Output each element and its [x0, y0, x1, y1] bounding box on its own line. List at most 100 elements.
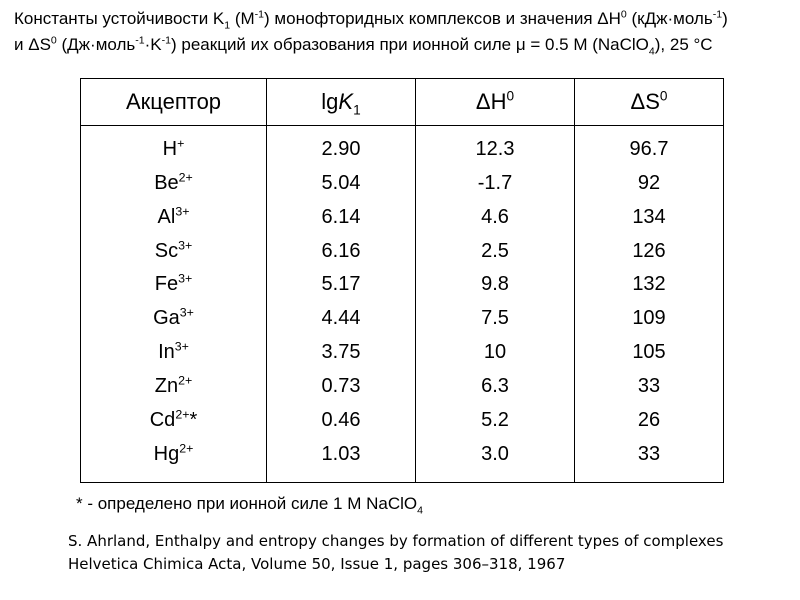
acceptor-cell: In3+ [80, 335, 267, 370]
lgk-cell: 0.73 [266, 369, 416, 404]
ion-charge: + [177, 135, 185, 150]
ion-charge: 2+ [179, 441, 194, 456]
lgk-cell: 5.04 [266, 166, 416, 201]
caption-sub: 4 [648, 45, 655, 58]
caption-text: ·K [144, 35, 162, 54]
header-dh: ΔH0 [415, 78, 575, 126]
caption-text: ), 25 °C [654, 35, 713, 54]
acceptor-cell: H+ [80, 125, 267, 167]
table-row: Zn2+ 0.73 6.3 33 [80, 369, 724, 404]
ion-charge: 3+ [178, 271, 193, 286]
caption-text: (кДж·моль [626, 9, 713, 28]
ds-cell: 33 [574, 369, 724, 404]
table-row: In3+ 3.75 10 105 [80, 335, 724, 370]
header-ds-base: ΔS [630, 89, 660, 114]
lgk-cell: 4.44 [266, 301, 416, 336]
ion-charge: 3+ [174, 339, 189, 354]
reference: S. Ahrland, Enthalpy and entropy changes… [68, 530, 723, 576]
header-lgk-base: lg [321, 89, 339, 114]
ion-symbol: Fe [154, 273, 179, 296]
acceptor-cell: Sc3+ [80, 234, 267, 268]
ion-symbol: Hg [153, 443, 180, 466]
caption-sup: -1 [254, 8, 265, 21]
header-ds-sup: 0 [659, 88, 668, 104]
caption-text: ) монофторидных комплексов и значения ΔH [264, 9, 621, 28]
acceptor-cell: Ga3+ [80, 301, 267, 336]
footnote: * - определено при ионной силе 1 M NaClO… [76, 494, 423, 516]
caption-sup: -1 [135, 34, 145, 47]
ion-symbol: In [158, 341, 175, 364]
reference-line-2: Helvetica Chimica Acta, Volume 50, Issue… [68, 555, 566, 573]
ion-symbol: Cd [149, 408, 176, 431]
ion-symbol: Sc [154, 239, 179, 262]
dh-cell: 2.5 [415, 234, 575, 268]
ion-symbol: Ga [153, 307, 180, 330]
acceptor-cell: Zn2+ [80, 369, 267, 404]
lgk-cell: 6.16 [266, 234, 416, 268]
caption-text: и ΔS [14, 35, 51, 54]
table-row: Sc3+ 6.16 2.5 126 [80, 234, 724, 268]
ds-cell: 126 [574, 234, 724, 268]
ion-charge: 3+ [179, 305, 194, 320]
lgk-cell: 0.46 [266, 403, 416, 438]
dh-cell: -1.7 [415, 166, 575, 201]
ds-cell: 26 [574, 403, 724, 438]
ds-cell: 92 [574, 166, 724, 201]
acceptor-cell: Fe3+ [80, 267, 267, 302]
lgk-cell: 5.17 [266, 267, 416, 302]
caption-sup: 0 [620, 8, 627, 21]
ds-cell: 109 [574, 301, 724, 336]
table-row: Hg2+ 1.03 3.0 33 [80, 437, 724, 483]
table-row: Fe3+ 5.17 9.8 132 [80, 267, 724, 302]
caption-text: (M [230, 9, 255, 28]
header-lgk: lgK1 [266, 78, 416, 126]
ds-cell: 132 [574, 267, 724, 302]
table-caption: Константы устойчивости K1 (M-1) монофтор… [14, 6, 794, 58]
dh-cell: 10 [415, 335, 575, 370]
acceptor-cell: Hg2+ [80, 437, 267, 483]
dh-cell: 3.0 [415, 437, 575, 483]
lgk-cell: 1.03 [266, 437, 416, 483]
dh-cell: 7.5 [415, 301, 575, 336]
lgk-cell: 3.75 [266, 335, 416, 370]
header-lgk-sub: 1 [353, 102, 361, 118]
caption-text: ) [722, 9, 728, 28]
caption-line-2: и ΔS0 (Дж·моль-1·K-1) реакций их образов… [14, 32, 794, 58]
caption-sup: 0 [50, 34, 57, 47]
table-row: Cd2+* 0.46 5.2 26 [80, 403, 724, 438]
table-row: Al3+ 6.14 4.6 134 [80, 200, 724, 235]
header-lgk-k: K [338, 89, 354, 114]
caption-text: ) реакций их образования при ионной силе… [171, 35, 649, 54]
dh-cell: 4.6 [415, 200, 575, 235]
acceptor-cell: Al3+ [80, 200, 267, 235]
header-dh-base: ΔH [475, 89, 507, 114]
header-ds: ΔS0 [574, 78, 724, 126]
caption-text: Константы устойчивости K [14, 9, 225, 28]
ion-charge: 2+ [175, 407, 190, 422]
lgk-cell: 6.14 [266, 200, 416, 235]
caption-sub: 1 [224, 19, 231, 32]
ds-cell: 33 [574, 437, 724, 483]
header-row: Акцептор lgK1 ΔH0 ΔS0 [80, 78, 724, 126]
dh-cell: 5.2 [415, 403, 575, 438]
caption-line-1: Константы устойчивости K1 (M-1) монофтор… [14, 6, 794, 32]
stability-constants-table: Акцептор lgK1 ΔH0 ΔS0 H+ 2.90 12.3 96.7 … [80, 78, 724, 483]
ion-symbol: H [162, 137, 178, 160]
ion-charge: 2+ [178, 373, 193, 388]
dh-cell: 9.8 [415, 267, 575, 302]
dh-cell: 12.3 [415, 125, 575, 167]
ds-cell: 134 [574, 200, 724, 235]
footnote-mark: * [189, 408, 198, 431]
caption-sup: -1 [161, 34, 172, 47]
ion-symbol: Be [154, 171, 179, 194]
acceptor-cell: Cd2+* [80, 403, 267, 438]
caption-sup: -1 [712, 8, 723, 21]
table-row: Be2+ 5.04 -1.7 92 [80, 166, 724, 201]
ds-cell: 105 [574, 335, 724, 370]
reference-line-1: S. Ahrland, Enthalpy and entropy changes… [68, 532, 724, 550]
acceptor-cell: Be2+ [80, 166, 267, 201]
ion-charge: 2+ [178, 170, 193, 185]
ion-symbol: Al [157, 205, 176, 228]
dh-cell: 6.3 [415, 369, 575, 404]
ion-charge: 3+ [175, 203, 190, 218]
